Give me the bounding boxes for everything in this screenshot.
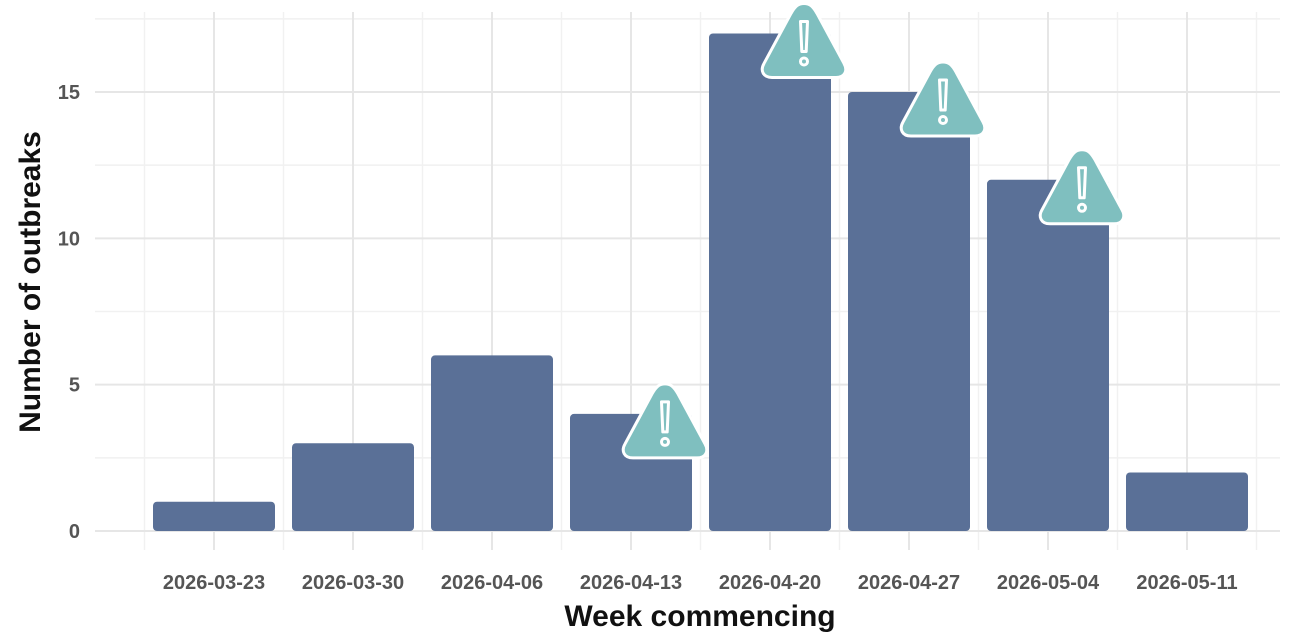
warning-icons [621,1,1126,460]
bar-2026-03-23 [153,501,275,531]
bar-2026-05-11 [1126,472,1248,531]
bar-2026-04-27 [848,92,970,531]
x-tick-labels: 2026-03-23 2026-03-30 2026-04-06 2026-04-13… [163,572,1238,594]
y-tick-labels: 0 5 10 15 [58,82,80,543]
x-tick-label: 2026-04-27 [858,572,960,594]
bar-2026-04-20 [709,33,831,531]
x-tick-label: 2026-04-20 [719,572,821,594]
x-tick-label: 2026-04-06 [441,572,543,594]
y-tick-label: 5 [69,375,80,397]
x-tick-label: 2026-05-04 [997,572,1100,594]
warning-triangle-icon [621,382,709,460]
x-tick-label: 2026-04-13 [580,572,682,594]
y-tick-label: 0 [69,521,80,543]
bar-2026-03-30 [292,443,414,531]
warning-triangle-icon [1038,148,1126,226]
y-tick-label: 15 [58,82,80,104]
x-tick-label: 2026-05-11 [1136,572,1237,594]
x-tick-label: 2026-03-23 [163,572,265,594]
y-axis-label: Number of outbreaks [14,131,47,433]
y-tick-label: 10 [58,228,80,250]
bar-2026-04-06 [431,355,553,531]
bars [153,33,1248,532]
bar-2026-05-04 [987,179,1109,532]
warning-triangle-icon [760,1,848,79]
x-axis-label: Week commencing [564,600,835,632]
x-tick-label: 2026-03-30 [302,572,404,594]
warning-triangle-icon [899,60,987,138]
